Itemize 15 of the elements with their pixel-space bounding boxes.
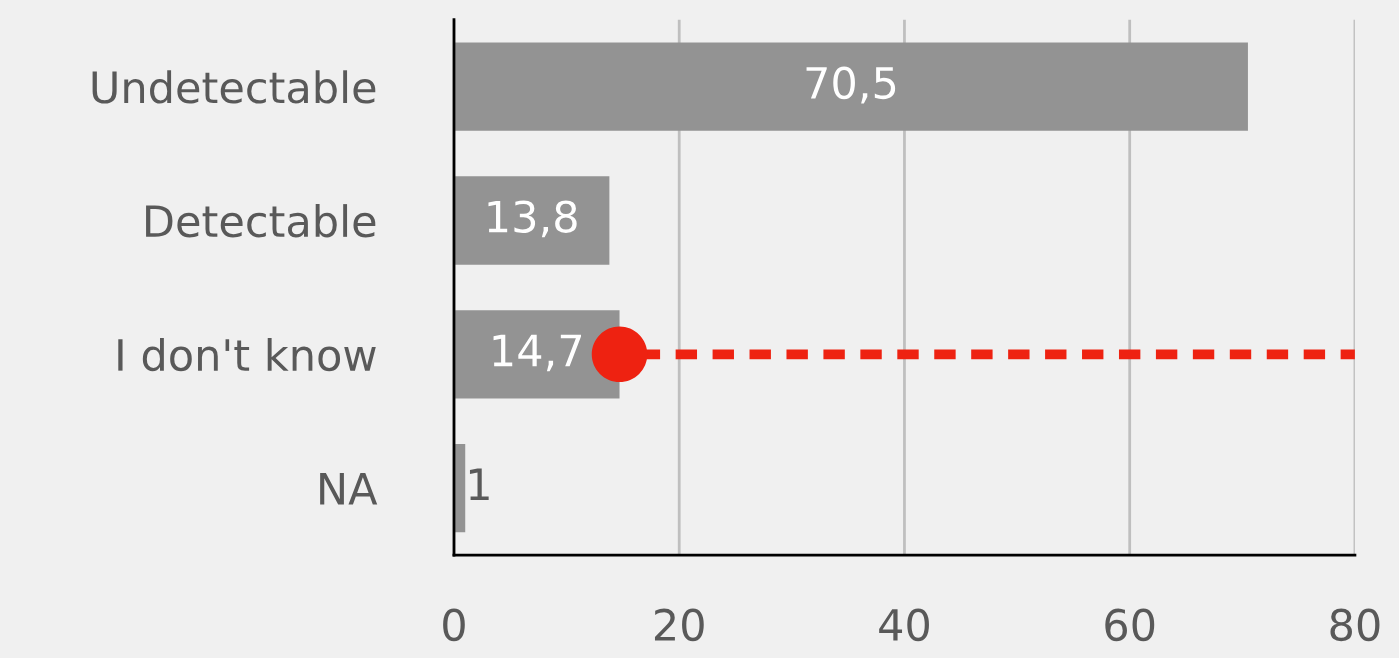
y-tick-label: I don't know: [118, 337, 376, 372]
x-tick-label: 80: [1330, 608, 1380, 642]
y-tick-label: Detectable: [146, 204, 376, 238]
data-label: 13,8: [488, 200, 577, 238]
data-label: 70,5: [806, 66, 896, 104]
x-tick-label: 0: [443, 608, 465, 642]
y-tick-label: NA: [320, 473, 378, 505]
y-tick-label: Undetectable: [92, 70, 376, 104]
bar: [453, 42, 1248, 131]
data-label: 1: [469, 468, 489, 500]
x-tick-label: 60: [1105, 608, 1155, 642]
bar: [453, 176, 610, 265]
data-label: 14,7: [493, 334, 581, 372]
x-tick-label: 40: [879, 608, 929, 642]
x-tick-label: 20: [654, 608, 704, 642]
